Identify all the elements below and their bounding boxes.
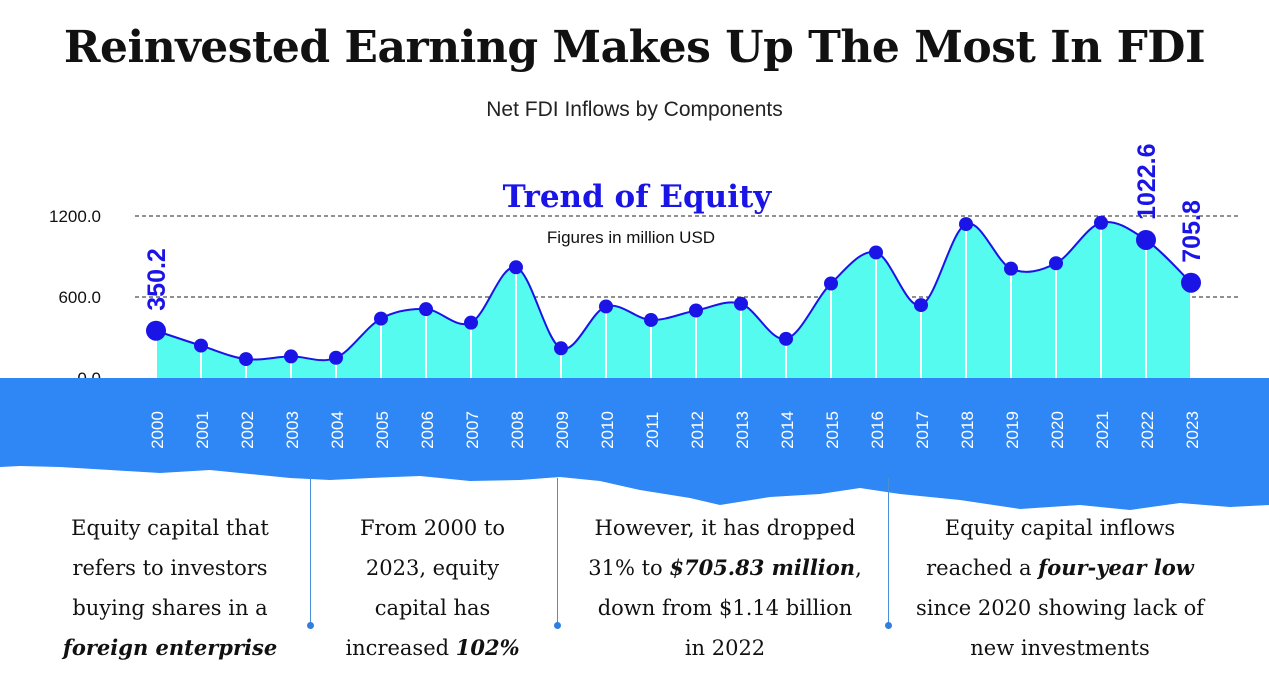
caption-divider <box>310 478 311 624</box>
caption-divider-dot <box>554 622 561 629</box>
value-label: 705.8 <box>1178 200 1206 263</box>
caption-3: However, it has dropped 31% to $705.83 m… <box>585 508 865 668</box>
caption-divider <box>888 478 889 624</box>
data-point-2011 <box>644 312 658 327</box>
data-point-2016 <box>869 245 883 260</box>
data-point-2006 <box>419 302 433 317</box>
caption-emphasis: $705.83 million <box>669 555 856 580</box>
x-tick-label-2002: 2002 <box>238 411 257 449</box>
x-tick-label-2010: 2010 <box>598 411 617 449</box>
data-point-2009 <box>554 341 568 356</box>
caption-1: Equity capital that refers to investors … <box>50 508 290 668</box>
caption-text: since 2020 showing lack of new investmen… <box>915 596 1205 660</box>
chart-title: Trend of Equity <box>503 179 773 215</box>
data-point-2020 <box>1049 256 1063 271</box>
x-tick-label-2022: 2022 <box>1138 411 1157 449</box>
data-point-2004 <box>329 350 343 365</box>
x-tick-label-2004: 2004 <box>328 411 347 449</box>
value-label: 1022.6 <box>1133 143 1161 219</box>
data-point-2005 <box>374 311 388 326</box>
data-point-2001 <box>194 338 208 353</box>
data-point-2023 <box>1181 272 1201 293</box>
caption-2: From 2000 to 2023, equity capital has in… <box>330 508 535 668</box>
data-point-2014 <box>779 331 793 346</box>
x-tick-label-2011: 2011 <box>643 412 662 449</box>
caption-4: Equity capital inflows reached a four-ye… <box>905 508 1215 668</box>
data-point-2007 <box>464 315 478 330</box>
caption-emphasis: foreign enterprise <box>62 635 278 660</box>
x-tick-label-2000: 2000 <box>148 411 167 449</box>
data-point-2017 <box>914 298 928 313</box>
data-point-2013 <box>734 296 748 311</box>
caption-emphasis: 102% <box>455 635 520 660</box>
data-point-2018 <box>959 217 973 232</box>
x-tick-label-2021: 2021 <box>1093 411 1112 449</box>
caption-text: However, it has dropped 31% to <box>588 516 856 580</box>
page-subtitle: Net FDI Inflows by Components <box>486 98 783 121</box>
data-point-2019 <box>1004 261 1018 276</box>
x-tick-label-2001: 2001 <box>193 411 212 449</box>
caption-text: , down from $1.14 billion in 2022 <box>597 556 862 660</box>
chart-subtitle: Figures in million USD <box>547 228 715 247</box>
x-tick-label-2013: 2013 <box>733 411 752 449</box>
page-title: Reinvested Earning Makes Up The Most In … <box>63 22 1206 73</box>
data-point-2010 <box>599 299 613 314</box>
x-tick-label-2019: 2019 <box>1003 411 1022 449</box>
x-tick-label-2015: 2015 <box>823 411 842 449</box>
caption-text: Equity capital inflows reached a <box>926 516 1176 580</box>
caption-divider <box>557 478 558 624</box>
x-tick-label-2005: 2005 <box>373 411 392 449</box>
data-point-2008 <box>509 260 523 275</box>
caption-text: Equity capital that refers to investors … <box>71 516 269 620</box>
caption-text: From 2000 to 2023, equity capital has in… <box>345 516 506 660</box>
x-tick-label-2020: 2020 <box>1048 411 1067 449</box>
data-point-2002 <box>239 352 253 367</box>
data-point-2022 <box>1136 229 1156 250</box>
caption-divider-dot <box>307 622 314 629</box>
caption-emphasis: four-year low <box>1038 555 1194 580</box>
x-tick-label-2012: 2012 <box>688 411 707 449</box>
data-point-2021 <box>1094 215 1108 230</box>
caption-divider-dot <box>885 622 892 629</box>
x-tick-label-2016: 2016 <box>868 411 887 449</box>
x-tick-label-2003: 2003 <box>283 411 302 449</box>
x-tick-label-2014: 2014 <box>778 411 797 449</box>
x-tick-label-2023: 2023 <box>1183 411 1202 449</box>
x-tick-label-2007: 2007 <box>463 411 482 449</box>
x-tick-label-2008: 2008 <box>508 411 527 449</box>
data-point-2012 <box>689 303 703 318</box>
equity-area <box>156 221 1191 378</box>
x-tick-label-2009: 2009 <box>553 411 572 449</box>
x-tick-label-2018: 2018 <box>958 411 977 449</box>
y-tick-label: 1200.0 <box>49 207 101 226</box>
x-axis-band <box>0 378 1269 510</box>
data-point-2015 <box>824 276 838 291</box>
x-tick-label-2017: 2017 <box>913 411 932 449</box>
value-label: 350.2 <box>143 248 171 311</box>
x-tick-label-2006: 2006 <box>418 411 437 449</box>
data-point-2000 <box>146 320 166 341</box>
data-point-2003 <box>284 349 298 364</box>
y-tick-label: 600.0 <box>58 288 101 307</box>
